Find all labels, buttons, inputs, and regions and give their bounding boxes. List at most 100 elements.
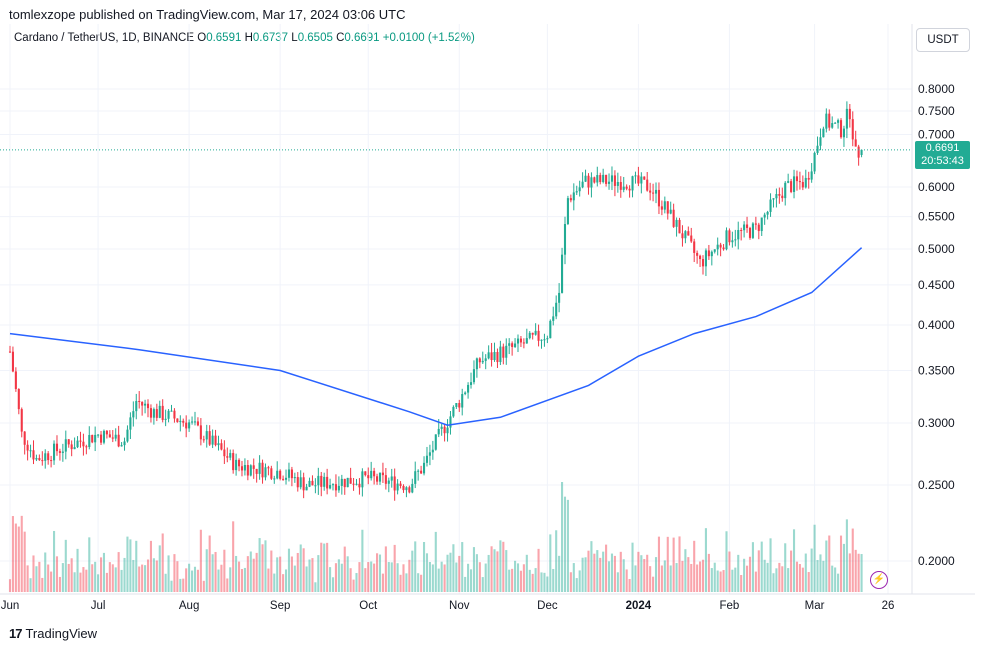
- volume-bar: [340, 563, 343, 592]
- volume-bar: [220, 564, 223, 592]
- candle-body: [440, 426, 443, 429]
- candle-body: [713, 249, 716, 252]
- candle-body: [722, 247, 725, 250]
- volume-bar: [798, 564, 801, 592]
- volume-bar: [790, 550, 793, 592]
- volume-bar: [757, 550, 760, 592]
- volume-bar: [637, 551, 640, 592]
- candle-body: [152, 409, 155, 418]
- volume-bar: [728, 551, 731, 592]
- volume-bar: [425, 553, 429, 592]
- candle-body: [610, 175, 614, 182]
- candle-body: [839, 120, 843, 138]
- candle-body: [11, 351, 14, 372]
- volume-bar: [713, 562, 716, 592]
- volume-bar: [569, 572, 572, 592]
- volume-bar: [8, 579, 12, 592]
- volume-bar: [781, 566, 784, 592]
- price-tick-label: 0.3500: [918, 363, 955, 377]
- volume-bar: [176, 561, 179, 592]
- volume-bar: [199, 529, 202, 592]
- candle-body: [146, 403, 150, 409]
- candle-body: [605, 174, 608, 184]
- volume-bar: [358, 562, 361, 592]
- candle-body: [70, 444, 73, 450]
- candle-body: [367, 475, 370, 479]
- high-label: H: [244, 32, 253, 44]
- candle-body: [358, 483, 361, 488]
- candle-body: [801, 182, 804, 188]
- candle-body: [837, 120, 840, 123]
- candle-body: [701, 259, 705, 267]
- time-tick-label: Mar: [805, 600, 825, 612]
- candle-body: [552, 316, 555, 321]
- candle-body: [88, 434, 91, 447]
- candle-body: [584, 175, 587, 182]
- volume-bar: [461, 542, 464, 592]
- candle-body: [85, 446, 88, 448]
- volume-bar: [534, 568, 537, 592]
- time-tick-label: Nov: [449, 600, 470, 612]
- time-tick-label: 26: [882, 600, 895, 612]
- volume-bar: [772, 573, 775, 592]
- volume-bar: [282, 574, 285, 592]
- candle-body: [549, 320, 552, 339]
- candle-body: [743, 224, 746, 231]
- currency-selector[interactable]: USDT: [916, 28, 970, 52]
- candle-body: [76, 440, 79, 448]
- tradingview-logo-icon: 17: [9, 626, 23, 641]
- candle-body: [687, 231, 690, 236]
- volume-bars: [8, 482, 863, 592]
- volume-bar: [170, 580, 173, 592]
- volume-bar: [669, 565, 672, 592]
- candle-body: [23, 431, 26, 445]
- volume-bar: [748, 556, 752, 592]
- candle-body: [728, 230, 731, 243]
- candle-body: [540, 339, 543, 341]
- volume-bar: [411, 550, 414, 592]
- candle-body: [188, 422, 191, 429]
- candle-body: [352, 483, 355, 485]
- volume-bar: [73, 572, 76, 592]
- candle-body: [452, 406, 455, 417]
- candle-body: [334, 484, 337, 491]
- candle-body: [123, 441, 126, 446]
- volume-bar: [443, 564, 446, 592]
- candle-body: [575, 191, 578, 193]
- time-tick-label: Feb: [720, 600, 740, 612]
- candle-body: [381, 472, 384, 476]
- candle-body: [343, 478, 346, 488]
- volume-bar: [105, 572, 108, 592]
- volume-bar: [91, 564, 94, 592]
- symbol-legend[interactable]: Cardano / TetherUS, 1D, BINANCE O0.6591 …: [14, 32, 475, 44]
- volume-bar: [607, 561, 611, 592]
- candle-body: [546, 338, 549, 340]
- candle-body: [232, 453, 235, 471]
- tradingview-brand[interactable]: 17 TradingView: [9, 626, 97, 641]
- volume-bar: [743, 558, 746, 592]
- candle-body: [469, 382, 473, 385]
- volume-bar: [860, 554, 863, 592]
- last-price-label: 0.6691 20:53:43: [915, 140, 970, 169]
- candle-body: [64, 439, 67, 452]
- candle-body: [255, 468, 258, 474]
- volume-bar: [32, 555, 35, 592]
- candle-body: [425, 455, 429, 463]
- volume-bar: [138, 566, 141, 592]
- candle-body: [640, 176, 643, 184]
- volume-bar: [384, 546, 387, 592]
- candle-body: [237, 459, 241, 467]
- volume-bar: [217, 569, 220, 592]
- lightning-bolt-icon[interactable]: ⚡: [870, 571, 888, 589]
- volume-bar: [20, 515, 23, 592]
- volume-bar: [528, 569, 531, 592]
- volume-bar: [41, 577, 44, 592]
- volume-bar: [349, 568, 352, 592]
- volume-bar: [649, 566, 652, 592]
- candle-body: [135, 401, 138, 412]
- volume-bar: [267, 568, 270, 592]
- volume-bar: [467, 563, 470, 592]
- volume-bar: [373, 563, 376, 592]
- volume-bar: [654, 557, 658, 592]
